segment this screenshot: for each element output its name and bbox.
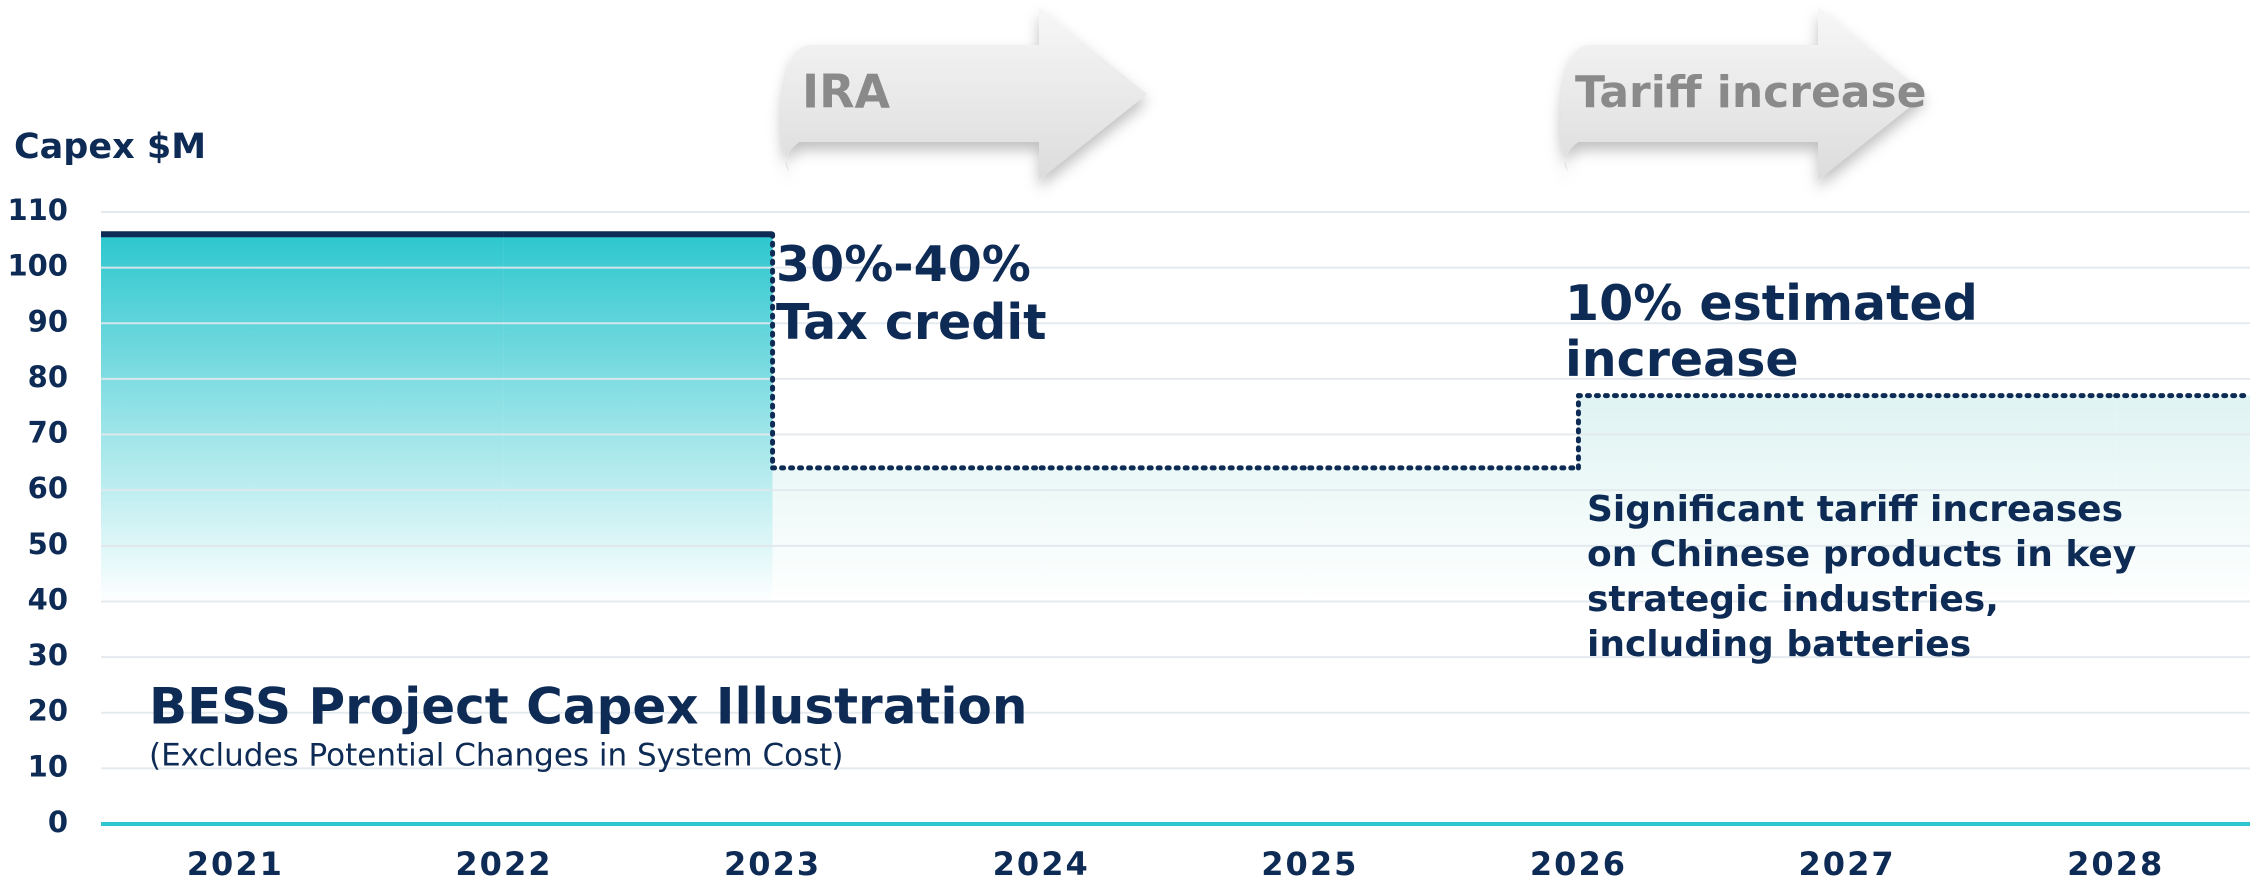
- area-segment: [503, 234, 773, 825]
- arrow-shape: [1560, 7, 1926, 180]
- area-segment: [1309, 467, 1579, 824]
- tax-credit-label-line: 30%-40%: [776, 236, 1031, 293]
- arrow-label: Tariff increase: [1575, 67, 1927, 118]
- x-tick-label: 2024: [993, 845, 1090, 879]
- area-segment: [101, 234, 504, 825]
- arrow: [781, 7, 1147, 180]
- arrow-shape: [781, 7, 1147, 180]
- chart-subtitle: (Excludes Potential Changes in System Co…: [149, 738, 843, 774]
- tariff-note-line: strategic industries,: [1587, 579, 1999, 620]
- area-segment: [1578, 395, 1848, 824]
- y-tick-label: 90: [28, 304, 68, 338]
- y-tick-label: 110: [7, 193, 68, 227]
- area-segment: [2115, 395, 2250, 824]
- y-tick-label: 50: [28, 527, 68, 561]
- tariff-note-line: including batteries: [1587, 624, 1971, 665]
- y-axis-label: Capex $M: [14, 127, 206, 167]
- increase-label-line: increase: [1565, 331, 1799, 388]
- y-tick-label: 30: [28, 638, 68, 672]
- x-tick-label: 2026: [1530, 845, 1627, 879]
- tax-credit-label: 30%-40% Tax credit: [776, 236, 1047, 351]
- y-tick-label: 100: [7, 249, 68, 283]
- y-tick-label: 0: [48, 805, 68, 839]
- x-tick-label: 2021: [187, 845, 284, 879]
- chart-title: BESS Project Capex Illustration: [149, 678, 1027, 736]
- increase-label: 10% estimated increase: [1565, 275, 1978, 388]
- x-tick-label: 2025: [1261, 845, 1358, 879]
- x-tick-label: 2022: [455, 845, 552, 879]
- tariff-note-line: Significant tariff increases: [1587, 489, 2123, 530]
- y-tick-label: 80: [28, 360, 68, 394]
- y-tick-label: 60: [28, 471, 68, 505]
- x-tick-label: 2028: [2067, 845, 2164, 879]
- x-tick-label: 2027: [1799, 845, 1896, 879]
- tariff-note-line: on Chinese products in key: [1587, 534, 2136, 575]
- arrow: [1560, 7, 1926, 180]
- x-tick-label: 2023: [724, 845, 821, 879]
- plot: [101, 211, 2253, 826]
- arrow-label: IRA: [802, 65, 891, 119]
- increase-label-line: 10% estimated: [1565, 275, 1978, 332]
- area-segment: [772, 467, 1042, 824]
- area-segment: [1847, 395, 2116, 824]
- y-tick-label: 10: [28, 749, 68, 783]
- tariff-note: Significant tariff increases on Chinese p…: [1587, 489, 2136, 665]
- y-tick-label: 40: [28, 582, 68, 616]
- tax-credit-label-line: Tax credit: [776, 294, 1047, 351]
- y-tick-label: 70: [28, 416, 68, 450]
- area-segment: [1041, 467, 1310, 824]
- y-tick-label: 20: [28, 694, 68, 728]
